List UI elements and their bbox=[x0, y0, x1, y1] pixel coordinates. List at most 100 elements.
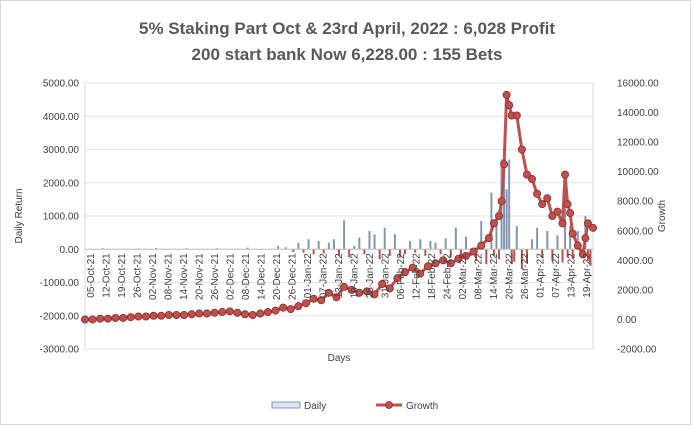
x-tick-label: 19-Oct-21 bbox=[117, 253, 128, 298]
daily-bar bbox=[363, 249, 366, 255]
growth-point bbox=[317, 296, 326, 305]
daily-bar bbox=[508, 159, 511, 250]
growth-point bbox=[512, 111, 521, 120]
daily-bar bbox=[513, 249, 516, 262]
growth-point bbox=[324, 288, 333, 297]
growth-point bbox=[533, 189, 542, 198]
growth-point bbox=[548, 211, 557, 220]
growth-point bbox=[583, 219, 592, 228]
growth-point bbox=[256, 309, 265, 318]
growth-point bbox=[581, 234, 590, 243]
x-tick-label: 20-Mar-22 bbox=[505, 253, 516, 300]
daily-bar bbox=[492, 249, 495, 256]
growth-point bbox=[543, 194, 552, 203]
daily-bar bbox=[246, 247, 249, 250]
growth-point bbox=[233, 308, 242, 317]
daily-bar bbox=[398, 249, 401, 258]
right-tick-label: 6000.00 bbox=[617, 226, 654, 237]
x-tick-label: 26-Dec-21 bbox=[288, 253, 299, 300]
growth-point bbox=[88, 315, 97, 324]
growth-point bbox=[141, 312, 150, 321]
daily-bar bbox=[564, 176, 567, 250]
left-tick-label: 1000.00 bbox=[43, 212, 80, 223]
growth-point bbox=[469, 247, 478, 256]
growth-point bbox=[502, 90, 511, 99]
daily-bar bbox=[409, 240, 412, 250]
daily-bar bbox=[373, 234, 376, 250]
x-tick-label: 02-Mar-22 bbox=[458, 253, 469, 300]
daily-bar bbox=[434, 242, 437, 250]
growth-point bbox=[495, 211, 504, 220]
daily-bar bbox=[444, 238, 447, 250]
growth-point bbox=[385, 284, 394, 293]
left-axis-ticks: 5000.00 4000.00 3000.00 2000.00 1000.00 0.00 -… bbox=[40, 79, 80, 356]
daily-bar bbox=[388, 249, 391, 256]
x-tick-label: 26-Oct-21 bbox=[133, 253, 144, 298]
growth-point bbox=[378, 279, 387, 288]
daily-bar bbox=[551, 249, 554, 261]
growth-point bbox=[149, 311, 158, 320]
daily-bar bbox=[155, 247, 158, 250]
x-tick-label: 19-Jan-22 bbox=[350, 253, 361, 298]
growth-point bbox=[370, 290, 379, 299]
daily-bar bbox=[393, 234, 396, 250]
x-tick-label: 08-Nov-21 bbox=[164, 253, 175, 300]
right-tick-label: 10000.00 bbox=[617, 167, 659, 178]
daily-bar bbox=[498, 249, 501, 260]
legend-growth-label: Growth bbox=[406, 401, 438, 412]
daily-bar bbox=[317, 240, 320, 250]
growth-point bbox=[172, 311, 181, 320]
daily-bar bbox=[307, 239, 310, 250]
growth-point bbox=[563, 200, 572, 209]
daily-bar bbox=[383, 227, 386, 250]
daily-bar bbox=[429, 240, 432, 250]
daily-bar bbox=[465, 236, 467, 250]
right-tick-label: 16000.00 bbox=[617, 79, 659, 90]
daily-bar bbox=[338, 249, 340, 256]
growth-point bbox=[408, 263, 417, 272]
legend-daily-swatch bbox=[271, 401, 301, 409]
growth-point bbox=[96, 314, 105, 323]
right-tick-label: 12000.00 bbox=[617, 138, 659, 149]
daily-bar bbox=[449, 249, 452, 258]
growth-point bbox=[241, 310, 250, 319]
growth-point bbox=[355, 288, 364, 297]
left-tick-label: 3000.00 bbox=[43, 145, 80, 156]
daily-bar bbox=[312, 249, 315, 255]
left-tick-label: -1000.00 bbox=[40, 278, 80, 289]
x-tick-label: 07-Apr-22 bbox=[551, 253, 562, 298]
x-tick-label: 26-Nov-21 bbox=[210, 253, 221, 300]
daily-bar bbox=[546, 230, 549, 250]
x-axis-title: Days bbox=[328, 353, 351, 364]
x-tick-label: 13-Apr-22 bbox=[567, 253, 578, 298]
x-tick-label: 24-Feb-22 bbox=[443, 253, 454, 300]
daily-bar bbox=[485, 249, 488, 265]
x-tick-label: 20-Nov-21 bbox=[195, 253, 206, 300]
growth-point bbox=[446, 259, 455, 268]
growth-point bbox=[301, 299, 310, 308]
daily-bar bbox=[277, 245, 280, 250]
growth-point bbox=[528, 175, 537, 184]
daily-bar bbox=[297, 242, 300, 250]
left-tick-label: 0.00 bbox=[60, 245, 80, 256]
growth-point bbox=[517, 145, 526, 154]
x-tick-label: 31-Jan-22 bbox=[381, 253, 392, 298]
growth-point bbox=[347, 285, 356, 294]
daily-bar bbox=[505, 189, 508, 250]
growth-point bbox=[497, 197, 506, 206]
left-tick-label: 2000.00 bbox=[43, 178, 80, 189]
growth-point bbox=[103, 314, 112, 323]
growth-point bbox=[309, 294, 318, 303]
x-tick-label: 19-Apr-22 bbox=[582, 253, 593, 298]
growth-point bbox=[202, 309, 211, 318]
x-tick-label: 02-Nov-21 bbox=[148, 253, 159, 300]
growth-point bbox=[157, 311, 166, 320]
right-axis-ticks: 16000.00 14000.00 12000.00 10000.00 8000.00 6… bbox=[617, 79, 659, 356]
legend-daily-label: Daily bbox=[304, 401, 326, 412]
left-tick-label: 4000.00 bbox=[43, 112, 80, 123]
daily-bar bbox=[561, 249, 564, 263]
x-tick-label: 12-Oct-21 bbox=[102, 253, 113, 298]
x-tick-label: 25-Jan-22 bbox=[365, 253, 376, 298]
growth-point bbox=[225, 307, 234, 316]
